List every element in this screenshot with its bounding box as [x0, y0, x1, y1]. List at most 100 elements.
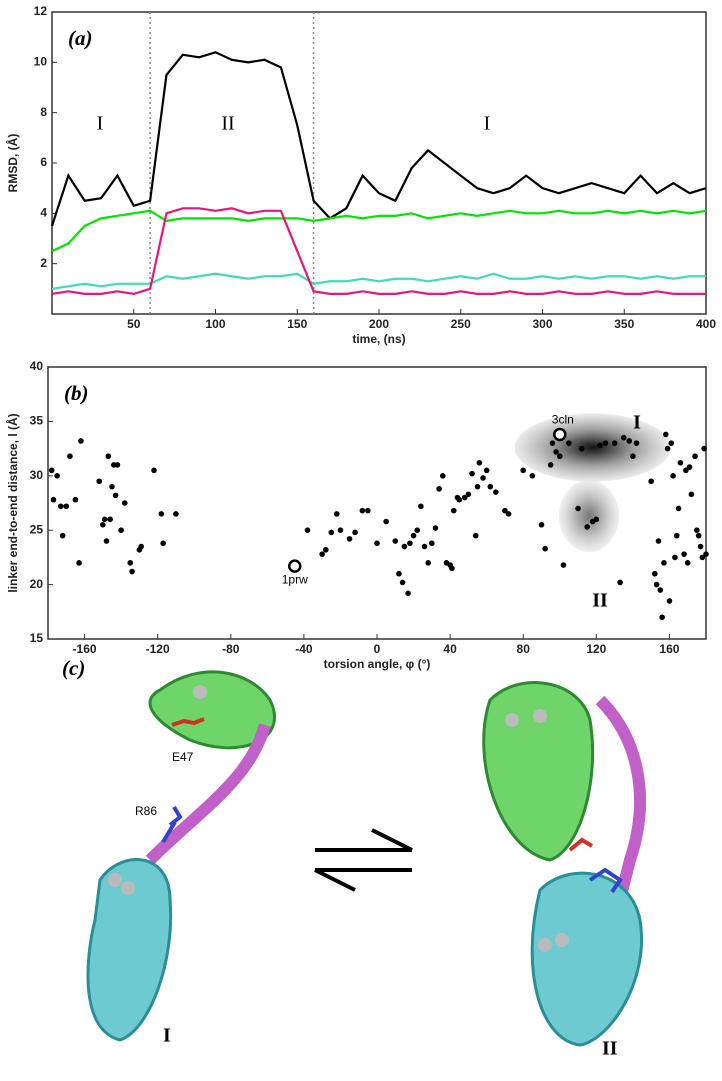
- state-label: I: [163, 1025, 171, 1047]
- point: [173, 511, 179, 517]
- point: [672, 554, 678, 561]
- point: [699, 554, 706, 561]
- ion: [121, 881, 135, 895]
- region-label: II: [592, 590, 608, 612]
- panel-label: (c): [62, 656, 85, 680]
- point: [392, 538, 399, 544]
- y-tick-label: 8: [40, 105, 47, 119]
- point: [57, 503, 64, 510]
- point: [653, 581, 660, 588]
- point: [346, 536, 353, 542]
- x-tick-label: 300: [532, 317, 552, 331]
- point: [333, 511, 340, 517]
- point: [374, 540, 380, 547]
- ion: [555, 933, 569, 947]
- point: [118, 527, 124, 533]
- ion: [538, 938, 552, 952]
- panel-label: (b): [64, 381, 89, 405]
- x-tick-label: -80: [222, 642, 240, 656]
- density-region: [514, 413, 671, 482]
- point: [436, 486, 442, 492]
- point: [304, 527, 311, 533]
- point: [688, 491, 695, 498]
- x-tick-label: 200: [369, 317, 389, 331]
- point: [480, 475, 486, 481]
- region-label: I: [484, 113, 491, 135]
- point: [677, 459, 684, 466]
- point: [425, 560, 431, 566]
- point: [655, 538, 662, 544]
- x-tick-label: 50: [127, 317, 141, 331]
- point: [449, 565, 455, 572]
- y-tick-label: 4: [40, 206, 47, 220]
- point: [474, 483, 481, 490]
- point: [701, 445, 707, 452]
- point: [396, 570, 402, 577]
- x-tick-label: 100: [205, 317, 225, 331]
- point: [401, 543, 408, 550]
- x-tick-label: 120: [586, 642, 606, 656]
- point: [657, 587, 664, 593]
- point: [48, 467, 55, 474]
- x-tick-label: -160: [73, 642, 97, 656]
- point: [114, 462, 121, 468]
- point: [101, 516, 108, 523]
- x-tick-label: 80: [517, 642, 531, 656]
- point: [112, 492, 119, 499]
- point: [662, 431, 669, 438]
- x-tick-label: 400: [696, 317, 716, 331]
- point: [418, 503, 424, 510]
- ion: [108, 873, 122, 887]
- point: [670, 473, 676, 479]
- point: [648, 478, 654, 485]
- point: [121, 500, 128, 506]
- point: [109, 483, 115, 490]
- point: [502, 507, 508, 514]
- y-tick-label: 25: [30, 522, 44, 536]
- point: [432, 525, 439, 531]
- y-axis-label: RMSD, (Å): [5, 134, 20, 193]
- point: [630, 453, 636, 460]
- point: [100, 521, 106, 528]
- point: [319, 551, 325, 557]
- point: [703, 551, 709, 557]
- point: [529, 473, 536, 479]
- point: [107, 516, 113, 523]
- equilibrium-arrow: [315, 828, 413, 852]
- y-tick-label: 15: [30, 631, 44, 645]
- point: [359, 507, 366, 514]
- point: [547, 462, 554, 468]
- point: [127, 560, 134, 566]
- point: [659, 614, 665, 621]
- point: [602, 440, 609, 446]
- point: [553, 449, 559, 455]
- point: [666, 598, 673, 604]
- residue-r86: [161, 805, 183, 844]
- x-tick-label: 350: [614, 317, 634, 331]
- point: [59, 532, 66, 539]
- point: [67, 453, 73, 460]
- point: [593, 516, 600, 523]
- point: [465, 491, 472, 498]
- density-region: [559, 480, 620, 553]
- residue-label: R86: [135, 804, 157, 818]
- point: [556, 453, 563, 460]
- point: [103, 538, 110, 544]
- point: [160, 540, 166, 547]
- point: [63, 503, 70, 510]
- state-label: II: [602, 1038, 618, 1060]
- point: [560, 562, 567, 568]
- point: [476, 459, 483, 466]
- y-tick-label: 40: [30, 359, 44, 373]
- point: [399, 579, 406, 586]
- point: [450, 507, 457, 514]
- residue-label: E47: [172, 750, 194, 764]
- ion: [505, 713, 519, 727]
- point: [566, 440, 572, 446]
- equilibrium-arrow: [314, 868, 412, 892]
- series-line: [51, 209, 707, 253]
- point: [405, 590, 411, 597]
- point: [440, 473, 446, 479]
- x-tick-label: 40: [443, 642, 457, 656]
- ion: [533, 709, 547, 723]
